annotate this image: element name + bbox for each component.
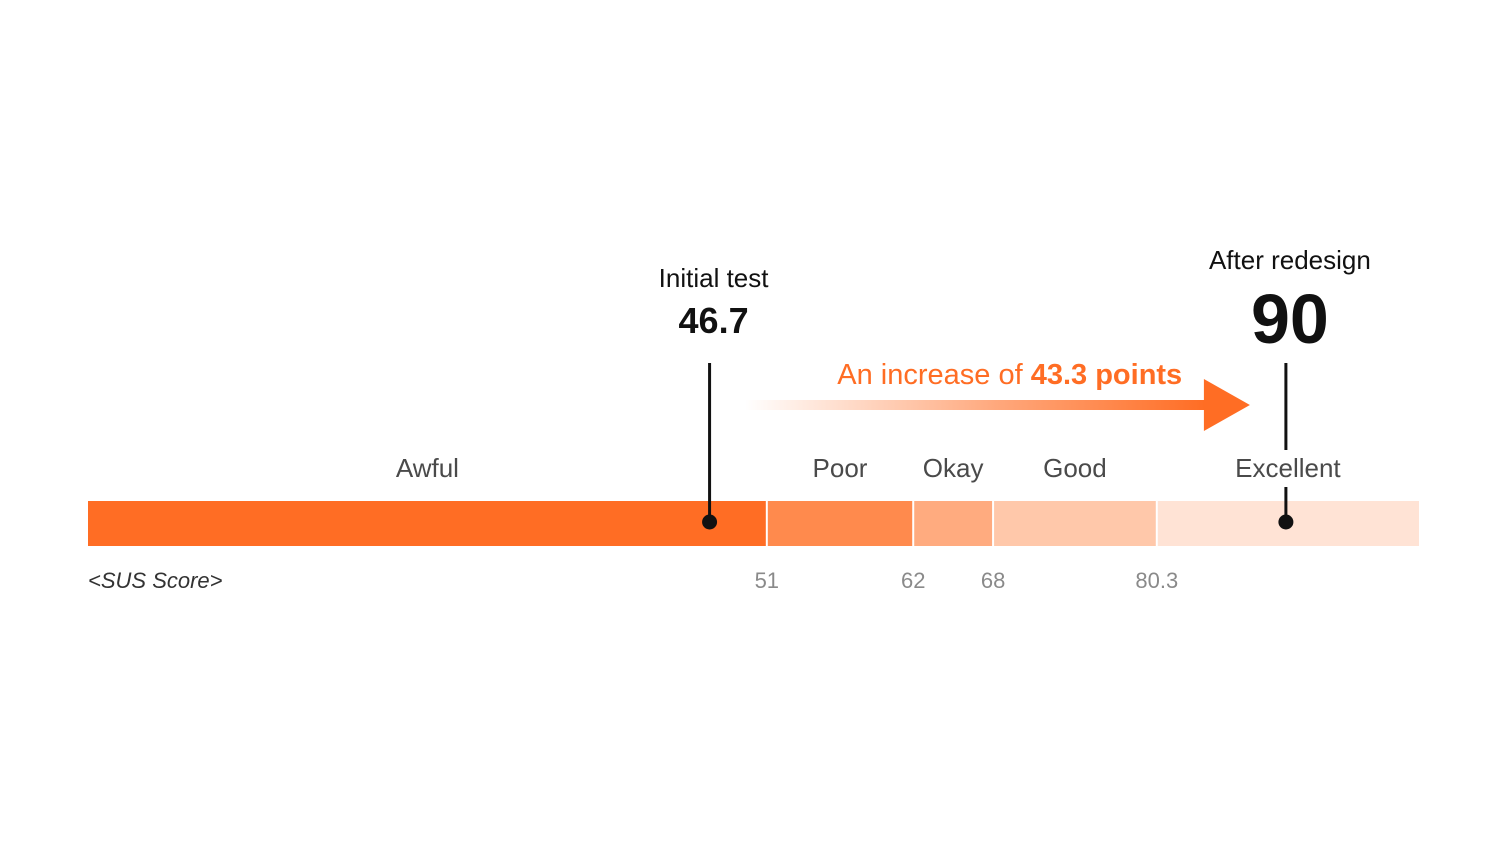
- tick-label: 62: [901, 568, 925, 593]
- segment-label-good: Good: [1043, 453, 1107, 483]
- increase-arrow-shaft: [744, 400, 1205, 410]
- segment-label-excellent: Excellent: [1235, 453, 1341, 483]
- marker-caption: Initial test: [659, 263, 770, 293]
- increase-arrow-head: [1203, 379, 1250, 431]
- category-labels: Awful Poor Okay Good Excellent: [396, 453, 1342, 483]
- increase-annotation: An increase of 43.3 points: [744, 359, 1250, 431]
- segment-label-poor: Poor: [813, 453, 868, 483]
- scale-segments: [88, 501, 1419, 546]
- score-markers: Initial test 46.7 After redesign 90: [659, 245, 1371, 530]
- marker-dot: [702, 514, 718, 530]
- tick-label: 68: [981, 568, 1005, 593]
- marker-dot: [1278, 514, 1294, 530]
- marker-after-redesign: After redesign 90: [1209, 245, 1371, 530]
- increase-prefix: An increase of: [837, 359, 1030, 391]
- segment-poor: [767, 501, 913, 546]
- segment-label-okay: Okay: [923, 453, 984, 483]
- segment-okay: [914, 501, 993, 546]
- tick-label: 51: [755, 568, 779, 593]
- segment-label-awful: Awful: [396, 453, 459, 483]
- segment-good: [994, 501, 1156, 546]
- segment-awful: [88, 501, 766, 546]
- marker-value: 90: [1251, 280, 1329, 358]
- marker-caption: After redesign: [1209, 245, 1371, 275]
- axis-title: <SUS Score>: [88, 568, 223, 593]
- increase-label: An increase of 43.3 points: [837, 359, 1182, 391]
- tick-label: 80.3: [1135, 568, 1178, 593]
- marker-initial-test: Initial test 46.7: [659, 263, 770, 530]
- increase-amount: 43.3 points: [1031, 359, 1183, 391]
- marker-value: 46.7: [679, 300, 749, 341]
- tick-labels: 51 62 68 80.3: [755, 568, 1179, 593]
